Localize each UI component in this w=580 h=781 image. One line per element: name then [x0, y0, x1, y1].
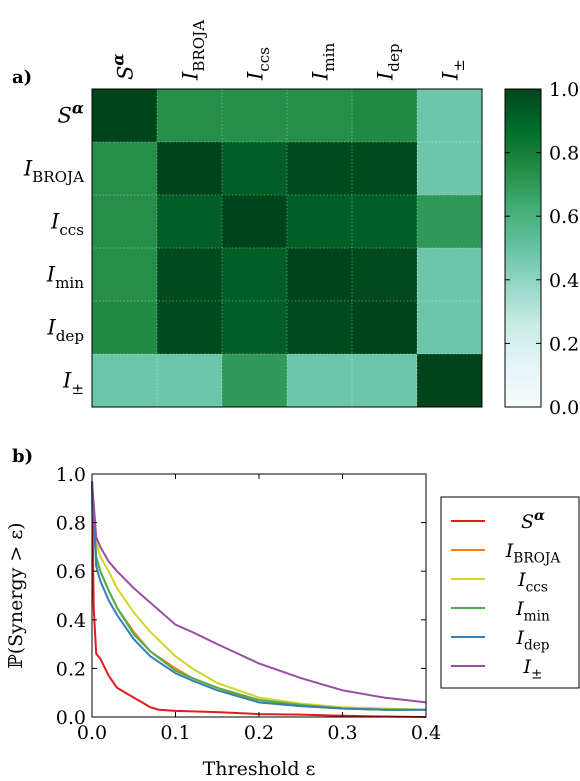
heatmap-cell [92, 89, 157, 142]
series-line [91, 481, 427, 704]
heatmap-cell [222, 354, 287, 407]
x-tick-label: 0.4 [411, 722, 441, 744]
column-label: Imin [309, 43, 338, 81]
heatmap-cell [157, 248, 222, 301]
legend-label: I± [523, 656, 543, 683]
heatmap-cell [352, 195, 417, 248]
series-line [91, 481, 426, 711]
colorbar-tick-label: 0.6 [549, 206, 579, 228]
heatmap-cell [287, 248, 352, 301]
legend-label: Imin [515, 598, 550, 625]
x-tick-label: 0.2 [244, 722, 274, 744]
y-tick-label: 0.4 [56, 610, 86, 632]
heatmap-cell [352, 354, 417, 407]
heatmap-cell [222, 142, 287, 195]
heatmap-cell [287, 142, 352, 195]
heatmap-cell [157, 89, 222, 142]
heatmap-cell [92, 142, 157, 195]
heatmap-cell [352, 301, 417, 354]
heatmap-cell [417, 142, 482, 195]
heatmap-cell [92, 354, 157, 407]
column-label: Idep [374, 43, 403, 81]
row-label: Imin [46, 263, 84, 292]
heatmap: Sα Sα IBROJA IBROJA Iccs Iccs Imin Imin Idep Idep… [23, 19, 483, 408]
x-axis-label: Threshold ε [203, 758, 316, 780]
heatmap-cell [222, 248, 287, 301]
heatmap-cell [352, 142, 417, 195]
heatmap-cell [352, 248, 417, 301]
heatmap-cell [417, 354, 482, 407]
x-tick-label: 0.1 [160, 722, 190, 744]
heatmap-cell [287, 301, 352, 354]
heatmap-frame [91, 88, 483, 408]
y-tick-label: 0.2 [56, 658, 86, 680]
x-tick-label: 0.0 [77, 722, 107, 744]
heatmap-cell [92, 195, 157, 248]
colorbar-gradient [504, 88, 542, 408]
heatmap-cell [92, 301, 157, 354]
heatmap-cell [157, 195, 222, 248]
row-label: I± [62, 369, 84, 398]
legend-label: Sα [521, 508, 545, 533]
series-line [91, 481, 427, 711]
y-tick-label: 0.6 [56, 561, 86, 583]
heatmap-cell [222, 301, 287, 354]
legend-label: Idep [515, 627, 549, 654]
row-label: IBROJA [23, 157, 85, 186]
colorbar-tick-label: 0.8 [549, 143, 579, 165]
column-label: IBROJA [179, 19, 208, 81]
heatmap-cell [92, 248, 157, 301]
column-label: I± [439, 59, 468, 81]
legend-box [440, 496, 580, 689]
series-line [91, 481, 427, 718]
colorbar-tick-label: 1.0 [549, 79, 579, 101]
panel-a-label: a) [12, 67, 32, 88]
column-label: Iccs [244, 47, 273, 81]
colorbar-tick-label: 0.4 [549, 270, 579, 292]
heatmap-cell [352, 89, 417, 142]
y-axis-label: ℙ(Synergy > ε) [5, 522, 27, 668]
colorbar-tick-label: 0.0 [549, 397, 579, 419]
x-tick-label: 0.3 [327, 722, 357, 744]
colorbar: 0.0 0.2 0.4 0.6 0.8 1.0 [504, 79, 579, 419]
heatmap-cell [157, 301, 222, 354]
heatmap-cell [287, 354, 352, 407]
panel-b-label: b) [12, 446, 33, 467]
legend-label: Iccs [517, 569, 548, 596]
column-label: Sα [109, 53, 138, 80]
row-label: Idep [46, 316, 84, 345]
row-label: Sα [57, 99, 84, 128]
heatmap-cell [222, 195, 287, 248]
heatmap-cell [417, 301, 482, 354]
heatmap-cell [287, 195, 352, 248]
y-tick-label: 1.0 [56, 464, 86, 486]
heatmap-cell [222, 89, 287, 142]
legend-label: IBROJA [505, 540, 561, 567]
row-label: Iccs [50, 210, 84, 239]
colorbar-tick-label: 0.2 [549, 333, 579, 355]
heatmap-cell [287, 89, 352, 142]
heatmap-cell [157, 142, 222, 195]
y-tick-label: 0.0 [56, 707, 86, 729]
y-tick-label: 0.8 [56, 513, 86, 535]
line-plot: 0.0 0.1 0.2 0.3 0.4 0.0 0.2 0.4 0.6 0.8 1.0 Thresho… [5, 464, 441, 780]
heatmap-cell [417, 248, 482, 301]
heatmap-cell [417, 89, 482, 142]
heatmap-cell [157, 354, 222, 407]
heatmap-cell [417, 195, 482, 248]
